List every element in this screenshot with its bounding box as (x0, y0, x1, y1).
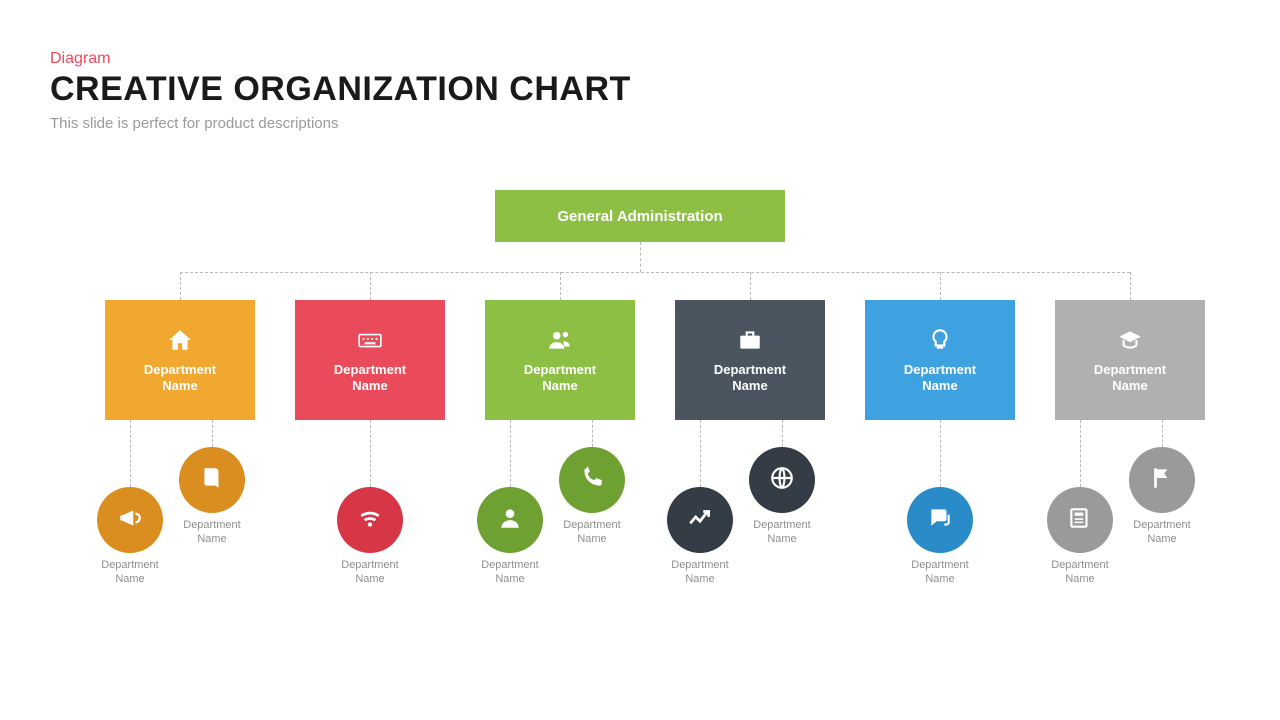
department-label: DepartmentName (714, 362, 786, 395)
department-box-d6: DepartmentName (1055, 300, 1205, 420)
connector-line (750, 272, 751, 300)
book-icon (199, 465, 225, 496)
sub-department-circle (1129, 447, 1195, 513)
sub-department-circle (97, 487, 163, 553)
connector-line (370, 420, 371, 487)
connector-line (560, 272, 561, 300)
sub-department-label: DepartmentName (1030, 558, 1130, 587)
sub-department-label: DepartmentName (650, 558, 750, 587)
grad-icon (1117, 326, 1143, 354)
keyboard-icon (357, 326, 383, 354)
connector-line (700, 420, 701, 487)
briefcase-icon (737, 326, 763, 354)
department-box-d2: DepartmentName (295, 300, 445, 420)
sub-department-label: DepartmentName (80, 558, 180, 587)
globe-icon (769, 465, 795, 496)
connector-line (940, 420, 941, 487)
connector-line (592, 420, 593, 447)
department-label: DepartmentName (524, 362, 596, 395)
sub-department-circle (559, 447, 625, 513)
bulb-icon (927, 326, 953, 354)
sub-department-label: DepartmentName (460, 558, 560, 587)
trend-icon (687, 505, 713, 536)
department-box-d1: DepartmentName (105, 300, 255, 420)
sub-department-circle (477, 487, 543, 553)
department-label: DepartmentName (334, 362, 406, 395)
connector-line (782, 420, 783, 447)
sub-department-circle (667, 487, 733, 553)
department-box-d5: DepartmentName (865, 300, 1015, 420)
department-label: DepartmentName (904, 362, 976, 395)
connector-line (180, 272, 1130, 273)
connector-line (130, 420, 131, 487)
sub-department-label: DepartmentName (1112, 518, 1212, 547)
connector-line (940, 272, 941, 300)
wifi-icon (357, 505, 383, 536)
connector-line (212, 420, 213, 447)
department-box-d3: DepartmentName (485, 300, 635, 420)
flag-icon (1149, 465, 1175, 496)
sub-department-label: DepartmentName (732, 518, 832, 547)
sub-department-circle (907, 487, 973, 553)
sub-department-label: DepartmentName (162, 518, 262, 547)
phone-icon (579, 465, 605, 496)
users-icon (547, 326, 573, 354)
sub-department-label: DepartmentName (890, 558, 990, 587)
connector-line (180, 272, 181, 300)
user-icon (497, 505, 523, 536)
news-icon (1067, 505, 1093, 536)
connector-line (1130, 272, 1131, 300)
connector-line (1080, 420, 1081, 487)
sub-department-label: DepartmentName (542, 518, 642, 547)
sub-department-circle (179, 447, 245, 513)
org-chart-canvas: General Administration DepartmentName Depa… (0, 0, 1280, 720)
chat-icon (927, 505, 953, 536)
department-label: DepartmentName (144, 362, 216, 395)
connector-line (510, 420, 511, 487)
sub-department-circle (1047, 487, 1113, 553)
department-label: DepartmentName (1094, 362, 1166, 395)
home-icon (167, 326, 193, 354)
connector-line (370, 272, 371, 300)
root-node: General Administration (495, 190, 785, 242)
department-box-d4: DepartmentName (675, 300, 825, 420)
connector-line (1162, 420, 1163, 447)
sub-department-label: DepartmentName (320, 558, 420, 587)
sub-department-circle (337, 487, 403, 553)
connector-line (640, 242, 641, 272)
megaphone-icon (117, 505, 143, 536)
sub-department-circle (749, 447, 815, 513)
